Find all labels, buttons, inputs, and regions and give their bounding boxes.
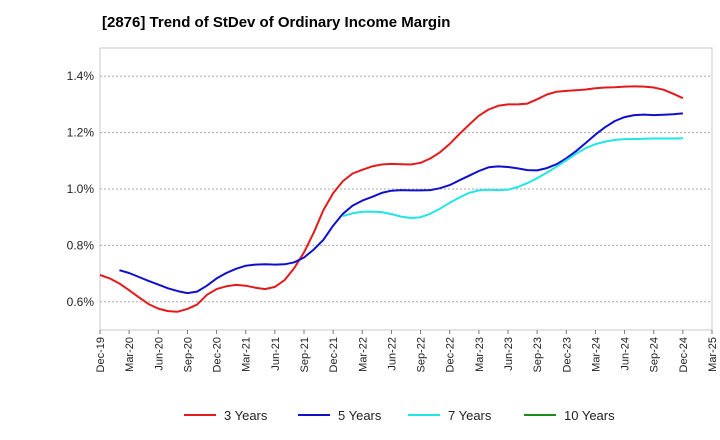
x-tick-label: Jun-23 [503, 337, 515, 371]
legend-label-3-years: 3 Years [224, 408, 268, 423]
x-tick-label: Jun-21 [270, 337, 282, 371]
x-tick-label: Mar-25 [707, 337, 719, 372]
chart-title: [2876] Trend of StDev of Ordinary Income… [102, 14, 451, 31]
x-tick-label: Mar-23 [474, 337, 486, 372]
series-line-5-years [119, 112, 683, 295]
y-axis: 0.6% 0.8% 1.0% 1.2% 1.4% [67, 69, 95, 309]
x-tick-label: Sep-22 [416, 337, 428, 372]
x-tick-label: Jun-24 [620, 337, 632, 371]
x-tick-label: Mar-20 [124, 337, 136, 372]
x-tick-label: Mar-22 [357, 337, 369, 372]
x-tick-label: Dec-20 [212, 337, 224, 372]
legend-label-7-years: 7 Years [448, 408, 492, 423]
y-tick-label: 0.6% [67, 295, 95, 309]
y-tick-label: 1.2% [67, 126, 95, 140]
x-tick-label: Jun-20 [153, 337, 165, 371]
x-tick-label: Sep-24 [649, 337, 661, 372]
x-tick-label: Dec-22 [445, 337, 457, 372]
series-line-7-years [342, 137, 683, 219]
x-tick-label: Dec-24 [678, 337, 690, 372]
x-tick-label: Dec-21 [328, 337, 340, 372]
x-tick-label: Sep-21 [299, 337, 311, 372]
legend: 3 Years 5 Years 7 Years 10 Years [184, 408, 615, 423]
x-tick-label: Dec-19 [95, 337, 107, 372]
x-tick-label: Jun-22 [386, 337, 398, 371]
series-line-3-years [99, 85, 684, 313]
legend-label-5-years: 5 Years [338, 408, 382, 423]
grid-lines [100, 75, 712, 303]
x-tick-label: Mar-24 [590, 337, 602, 372]
y-tick-label: 1.4% [67, 69, 95, 83]
legend-label-10-years: 10 Years [564, 408, 615, 423]
x-tick-label: Dec-23 [561, 337, 573, 372]
x-axis: Dec-19 Mar-20 Jun-20 Sep-20 Dec-20 Mar-21 Jun-… [95, 330, 719, 372]
x-tick-label: Sep-23 [532, 337, 544, 372]
x-tick-label: Sep-20 [182, 337, 194, 372]
y-tick-label: 1.0% [67, 182, 95, 196]
y-tick-label: 0.8% [67, 238, 95, 252]
series-lines [99, 85, 684, 313]
x-tick-label: Mar-21 [241, 337, 253, 372]
